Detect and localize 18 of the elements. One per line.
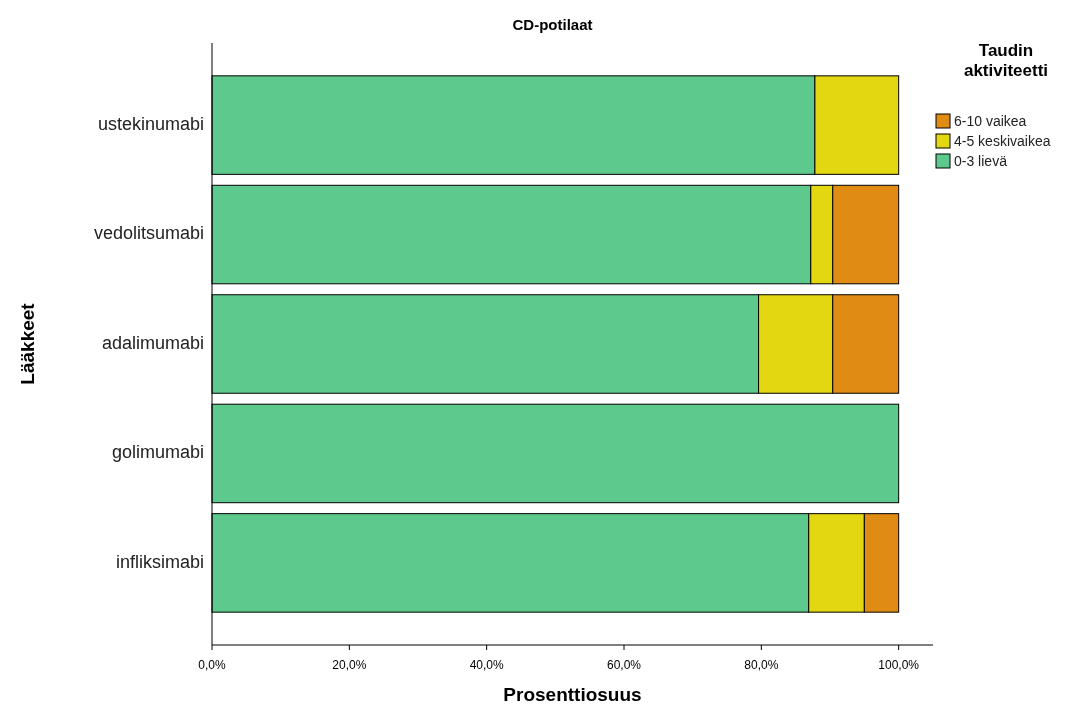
y-tick-label: vedolitsumabi bbox=[93, 223, 204, 244]
x-tick-label: 40,0% bbox=[469, 658, 505, 672]
legend-label: 0-3 lievä bbox=[954, 153, 1008, 169]
x-tick-label: 80,0% bbox=[744, 658, 779, 672]
x-axis-title: Prosenttiosuus bbox=[503, 684, 642, 705]
y-axis-title: Lääkkeet bbox=[17, 302, 38, 385]
x-tick-label: 100,0% bbox=[878, 658, 920, 672]
y-tick-label: golimumabi bbox=[111, 442, 204, 463]
y-tick-label: ustekinumabi bbox=[97, 113, 204, 134]
legend-label: 4-5 keskivaikea bbox=[954, 133, 1051, 149]
legend-title: Taudin aktiviteetti bbox=[963, 41, 1049, 80]
chart-title: CD-potilaat bbox=[512, 16, 593, 33]
y-tick-label: adalimumabi bbox=[101, 332, 204, 353]
x-tick-label: 60,0% bbox=[606, 658, 642, 672]
legend-label: 6-10 vaikea bbox=[954, 113, 1027, 129]
x-tick-label: 20,0% bbox=[332, 658, 367, 672]
y-tick-label: infliksimabi bbox=[115, 551, 204, 572]
x-tick-label: 0,0% bbox=[198, 658, 226, 672]
